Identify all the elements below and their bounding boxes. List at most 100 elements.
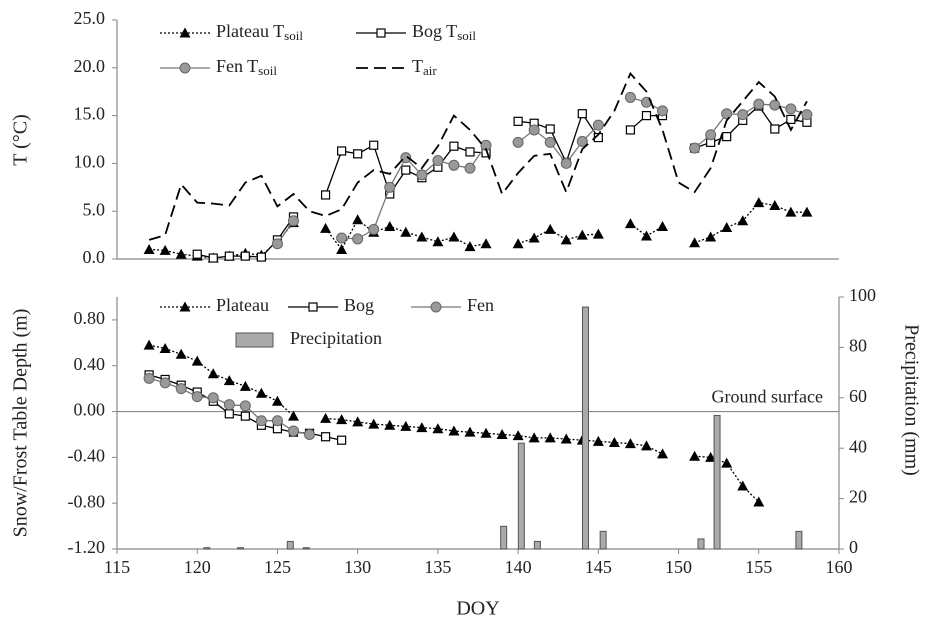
data-point xyxy=(271,238,283,250)
data-point xyxy=(769,199,781,210)
y-axis-title: T (°C) xyxy=(10,114,32,166)
data-point xyxy=(175,348,187,359)
data-point xyxy=(416,231,428,242)
y-tick-label: -0.80 xyxy=(68,491,106,511)
data-point xyxy=(255,387,267,398)
data-point xyxy=(416,169,428,181)
y2-tick-label: 0 xyxy=(849,537,858,557)
legend-label: Fen xyxy=(467,295,494,315)
precipitation-bar xyxy=(517,442,525,550)
data-point xyxy=(753,197,765,208)
legend-label: Plateau Tsoil xyxy=(216,21,303,43)
precipitation-bar xyxy=(533,540,541,550)
legend-name: Fen T xyxy=(216,56,258,76)
data-point xyxy=(400,226,412,237)
data-point xyxy=(496,428,508,439)
series-line xyxy=(148,344,760,503)
data-point xyxy=(223,375,235,386)
data-point xyxy=(448,425,460,436)
data-point xyxy=(353,149,363,159)
data-point xyxy=(737,215,749,226)
legend-name: T xyxy=(412,56,423,76)
data-point xyxy=(801,109,813,121)
data-point xyxy=(448,159,460,171)
data-point xyxy=(432,236,444,247)
y-tick-label: 25.0 xyxy=(74,8,106,28)
data-point xyxy=(464,162,476,174)
x-axis-title: DOY xyxy=(456,598,499,620)
data-point xyxy=(528,232,540,243)
data-point xyxy=(320,222,332,233)
precipitation-bar xyxy=(302,547,310,550)
data-point xyxy=(721,108,733,120)
data-point xyxy=(143,243,155,254)
data-point xyxy=(175,383,187,395)
legend-name: Plateau T xyxy=(216,21,284,41)
data-point xyxy=(223,399,235,411)
data-point xyxy=(608,436,620,447)
x-tick-label: 140 xyxy=(505,557,532,577)
data-point xyxy=(689,237,701,248)
data-point xyxy=(448,231,460,242)
data-point xyxy=(352,214,364,225)
data-point xyxy=(320,412,332,423)
precipitation-bar xyxy=(697,538,705,550)
x-tick-label: 125 xyxy=(264,557,291,577)
y-tick-label: 15.0 xyxy=(74,104,106,124)
y-tick-label: 10.0 xyxy=(74,152,106,172)
legend-name: Fen xyxy=(467,295,494,315)
data-point xyxy=(352,416,364,427)
legend-marker xyxy=(308,302,318,312)
data-point xyxy=(271,395,283,406)
y-tick-label: 0.00 xyxy=(74,400,106,420)
data-point xyxy=(207,368,219,379)
data-point xyxy=(256,252,266,262)
data-point xyxy=(592,228,604,239)
data-point xyxy=(480,427,492,438)
data-point xyxy=(464,241,476,252)
data-point xyxy=(528,432,540,443)
legend-label: Plateau xyxy=(216,295,269,315)
data-point xyxy=(337,146,347,156)
y-tick-label: 0.40 xyxy=(74,354,106,374)
data-point xyxy=(416,422,428,433)
data-point xyxy=(705,129,717,141)
data-point xyxy=(657,105,669,117)
legend-subscript: soil xyxy=(258,63,277,78)
data-point xyxy=(384,220,396,231)
data-point xyxy=(480,238,492,249)
data-point xyxy=(240,251,250,261)
y-tick-label: 5.0 xyxy=(83,199,106,219)
x-tick-label: 120 xyxy=(184,557,211,577)
legend-name: Plateau xyxy=(216,295,269,315)
data-point xyxy=(657,220,669,231)
data-point xyxy=(625,125,636,135)
x-tick-label: 130 xyxy=(344,557,371,577)
x-tick-label: 160 xyxy=(826,557,853,577)
precipitation-bar xyxy=(599,530,607,550)
data-point xyxy=(352,233,364,245)
legend-swatch xyxy=(235,332,274,348)
y2-tick-label: 100 xyxy=(849,285,876,305)
data-point xyxy=(592,435,604,446)
data-point xyxy=(737,109,749,121)
y-tick-label: 0.80 xyxy=(74,308,106,328)
series-line xyxy=(148,71,808,241)
data-point xyxy=(528,124,540,136)
data-point xyxy=(544,223,556,234)
x-tick-label: 155 xyxy=(745,557,772,577)
data-point xyxy=(175,248,187,259)
data-point xyxy=(576,135,588,147)
data-point xyxy=(657,448,669,459)
precipitation-bar xyxy=(713,414,721,550)
data-point xyxy=(737,480,749,491)
data-point xyxy=(240,411,250,421)
data-point xyxy=(255,415,267,427)
x-tick-label: 150 xyxy=(665,557,692,577)
data-point xyxy=(320,432,331,442)
y2-tick-label: 80 xyxy=(849,336,867,356)
series-line xyxy=(276,96,808,245)
data-point xyxy=(191,355,203,366)
data-point xyxy=(320,190,331,200)
